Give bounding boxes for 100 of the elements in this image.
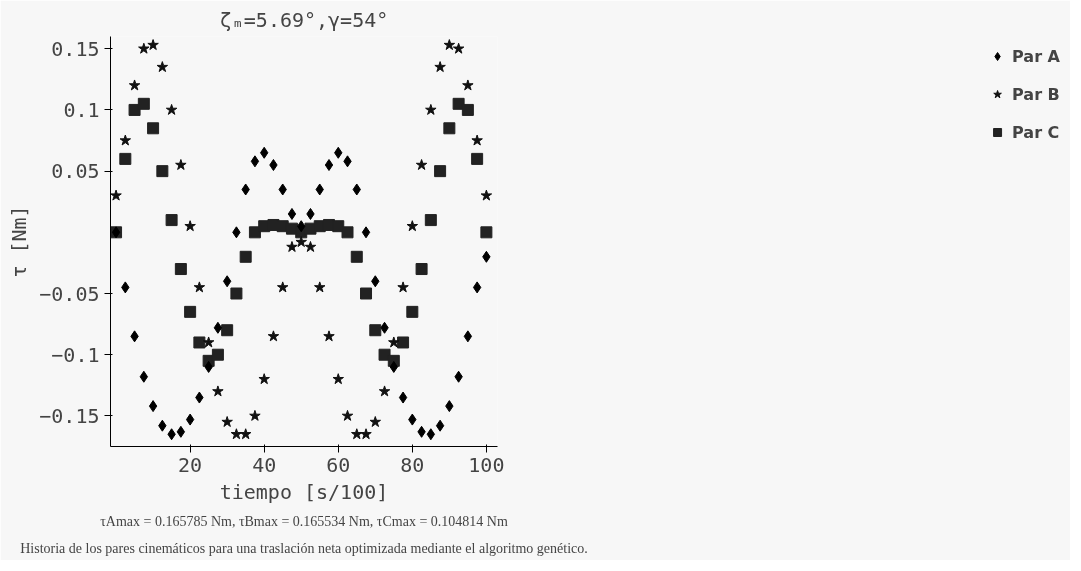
y-tick-label: −0.1 — [51, 342, 100, 367]
point — [425, 103, 437, 115]
point — [185, 413, 195, 426]
x-tick-label: 60 — [326, 452, 351, 477]
point — [415, 159, 428, 170]
y-axis-title: τ [Nm] — [7, 205, 32, 278]
point — [138, 42, 150, 54]
point — [398, 391, 408, 404]
point — [369, 416, 382, 427]
point — [156, 61, 169, 73]
point — [415, 263, 428, 276]
x-axis-title: tiempo [s/100] — [219, 479, 389, 504]
text: τAmax = 0.165785 Nm, τBmax = 0.165534 Nm, τCmax = 0.104814 Nm — [100, 513, 508, 529]
point — [314, 281, 326, 293]
y-tick-label: −0.15 — [39, 403, 100, 428]
point — [110, 189, 122, 201]
point — [193, 336, 206, 349]
point — [341, 226, 354, 239]
point — [267, 330, 280, 342]
point — [128, 103, 141, 116]
point — [471, 134, 483, 146]
point — [258, 373, 270, 385]
point — [239, 250, 252, 263]
point — [351, 428, 363, 440]
y-tick-label: 0.15 — [51, 36, 100, 61]
point — [119, 134, 132, 146]
point — [250, 155, 260, 168]
point — [184, 305, 197, 318]
point — [397, 336, 410, 349]
point — [480, 226, 493, 239]
point — [463, 330, 473, 343]
point — [443, 39, 456, 51]
point — [213, 321, 223, 334]
point — [165, 103, 178, 115]
x-tick-label: 20 — [178, 452, 203, 477]
point — [212, 385, 224, 397]
point — [434, 165, 447, 178]
point — [304, 241, 317, 252]
point — [324, 159, 334, 172]
chart-title: ζₘ=5.69°,γ=54° — [219, 7, 389, 32]
point — [341, 409, 354, 421]
point — [424, 214, 437, 227]
point — [221, 416, 233, 427]
point — [426, 428, 436, 441]
point — [193, 281, 206, 293]
point — [435, 419, 445, 432]
point — [222, 275, 232, 288]
point — [156, 165, 169, 178]
point — [276, 281, 289, 293]
point — [286, 241, 298, 252]
x-tick-label: 40 — [252, 452, 277, 477]
point — [462, 79, 474, 91]
point — [360, 428, 372, 440]
point — [137, 97, 150, 110]
point — [202, 336, 215, 348]
point — [406, 305, 419, 318]
legend-label: Par C — [1012, 122, 1060, 142]
point — [147, 39, 159, 51]
point — [369, 324, 382, 337]
point — [378, 385, 391, 397]
point — [397, 281, 409, 293]
legend-label: Par A — [1012, 46, 1060, 66]
point — [472, 281, 482, 294]
x-tick-label: 80 — [400, 452, 425, 477]
point — [332, 373, 344, 385]
point — [434, 61, 446, 73]
point — [211, 348, 224, 361]
y-tick-label: 0.1 — [63, 97, 100, 122]
point — [119, 152, 132, 165]
point — [221, 324, 234, 337]
legend-label: Par B — [1012, 84, 1060, 104]
x-tick-label: 100 — [468, 452, 505, 477]
point — [480, 189, 493, 201]
point — [148, 400, 158, 413]
point — [452, 42, 465, 54]
point — [378, 348, 391, 361]
point — [128, 79, 141, 91]
point — [443, 122, 456, 135]
point — [175, 159, 187, 170]
text: Historia de los pares cinemáticos para una traslación neta optimizada mediante el algoritmo genético. — [20, 540, 588, 556]
point — [230, 287, 243, 300]
point — [471, 152, 484, 165]
point — [350, 250, 363, 263]
point — [295, 236, 307, 248]
point — [184, 220, 196, 232]
point — [452, 97, 465, 110]
point — [406, 220, 419, 232]
point — [360, 287, 373, 300]
point — [388, 336, 400, 348]
point — [287, 207, 297, 220]
point — [174, 263, 187, 276]
point — [176, 425, 186, 438]
point — [165, 214, 178, 227]
point — [361, 226, 371, 239]
point — [249, 409, 261, 421]
point — [461, 103, 474, 116]
point — [323, 330, 335, 342]
y-tick-label: −0.05 — [39, 281, 100, 306]
y-tick-label: 0.05 — [51, 159, 100, 184]
point — [147, 122, 160, 135]
